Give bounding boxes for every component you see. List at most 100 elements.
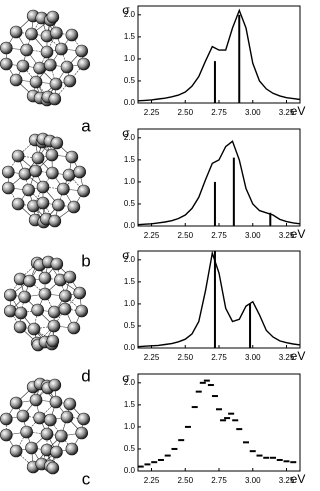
atom	[9, 396, 23, 410]
atom	[47, 319, 61, 333]
atom	[0, 428, 13, 442]
atom	[3, 304, 17, 318]
atom	[75, 426, 89, 440]
atom	[3, 288, 17, 302]
atom	[38, 287, 52, 301]
plot-frame	[137, 373, 301, 472]
y-tick-label: 0.0	[124, 466, 136, 475]
atom	[1, 165, 15, 179]
y-axis-label: σ	[122, 3, 130, 17]
x-tick-label: 2.75	[211, 108, 227, 117]
y-tick-label: 0.0	[124, 343, 136, 352]
y-tick-label: 2.0	[124, 10, 136, 19]
atom	[77, 57, 91, 71]
atom	[33, 61, 46, 75]
panel-label: a	[81, 116, 91, 135]
bond	[55, 401, 70, 405]
panel-label: c	[82, 469, 91, 488]
atom	[63, 74, 77, 88]
atom	[29, 393, 43, 407]
atom	[25, 27, 38, 41]
atom	[65, 442, 79, 456]
x-tick-label: 3.25	[279, 476, 295, 485]
atom	[48, 214, 62, 228]
y-tick-label: 1.5	[124, 32, 136, 41]
atom	[18, 290, 31, 304]
atom	[0, 41, 13, 55]
y-tick-label: 2.0	[124, 255, 136, 264]
cluster-image	[0, 9, 91, 107]
x-tick-label: 2.50	[177, 231, 193, 240]
bond	[32, 81, 37, 97]
x-tick-label: 2.75	[211, 476, 227, 485]
atom	[62, 168, 76, 182]
atom	[31, 303, 44, 317]
atom	[9, 444, 23, 458]
atom	[11, 197, 25, 211]
x-axis-label: eV	[291, 227, 306, 241]
atom	[22, 183, 35, 197]
atom	[65, 28, 79, 42]
atom	[60, 410, 74, 424]
x-tick-label: 3.25	[279, 231, 295, 240]
atom	[36, 180, 50, 194]
cluster-image	[0, 377, 91, 475]
atom	[44, 413, 57, 427]
x-tick-label: 2.25	[144, 231, 160, 240]
y-tick-label: 0.5	[124, 76, 136, 85]
y-tick-label: 2.0	[124, 133, 136, 142]
atom	[50, 445, 63, 459]
atom	[46, 461, 60, 475]
plot-frame	[137, 5, 301, 104]
atom	[9, 25, 23, 39]
bond	[81, 418, 85, 434]
panel-label: d	[81, 366, 90, 385]
bond	[66, 403, 71, 418]
bond	[39, 264, 46, 279]
x-tick-label: 3.00	[245, 353, 261, 362]
x-tick-label: 3.00	[245, 108, 261, 117]
atom	[52, 198, 65, 212]
y-tick-label: 2.0	[124, 378, 136, 387]
atom	[59, 289, 72, 303]
x-tick-label: 3.00	[245, 231, 261, 240]
atom	[29, 164, 42, 178]
x-tick-label: 2.25	[144, 353, 160, 362]
atom	[50, 136, 64, 150]
atom	[73, 165, 87, 179]
y-tick-label: 1.5	[124, 155, 136, 164]
atom	[75, 44, 89, 58]
atom	[49, 77, 63, 91]
atom	[49, 395, 63, 409]
atom	[63, 397, 77, 411]
figure: a 0.0 0.5 1.0 1.5 2.0 2.25 2.50 2.75 3.00 3.25 σ eV b…	[0, 3, 306, 488]
spectrum-line	[137, 250, 301, 348]
y-tick-label: 0.0	[124, 98, 136, 107]
y-axis-label: σ	[122, 248, 130, 262]
panel-label: b	[81, 251, 90, 270]
atom	[46, 166, 59, 180]
atom	[50, 26, 63, 40]
cluster-image	[3, 255, 89, 352]
atom	[38, 271, 52, 285]
spectrum-line	[137, 140, 301, 226]
y-tick-label: 0.5	[124, 444, 136, 453]
x-tick-label: 3.25	[279, 108, 295, 117]
atom	[31, 151, 45, 165]
atom	[63, 270, 77, 284]
atom	[46, 10, 60, 24]
atom	[57, 182, 70, 196]
atom	[45, 148, 59, 162]
atom	[18, 167, 32, 181]
x-axis-label: eV	[291, 349, 306, 363]
bond	[55, 80, 70, 85]
x-tick-label: 2.50	[177, 108, 193, 117]
atom	[48, 378, 62, 392]
atom	[55, 429, 68, 443]
atom	[1, 181, 15, 195]
atom	[46, 334, 60, 348]
y-tick-label: 1.0	[124, 54, 136, 63]
atom	[58, 302, 72, 316]
x-tick-label: 2.75	[211, 353, 227, 362]
atom	[40, 45, 54, 59]
